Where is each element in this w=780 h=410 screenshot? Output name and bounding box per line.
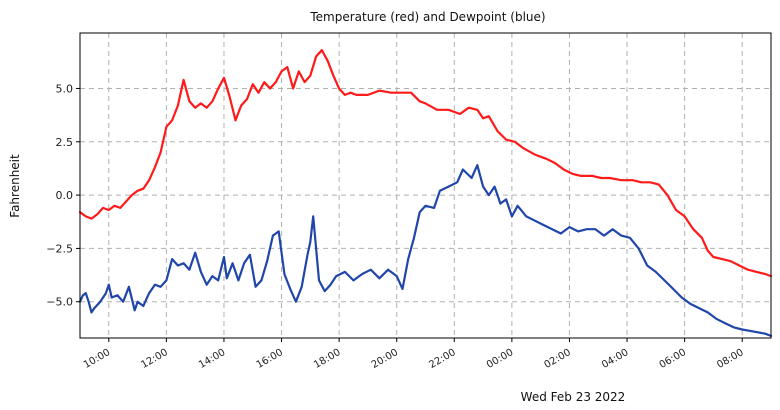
y-tick-label: −2.5 bbox=[46, 242, 73, 255]
x-tick-label: 10:00 bbox=[82, 347, 112, 371]
temperature-line bbox=[78, 49, 773, 278]
x-tick-label: 08:00 bbox=[715, 347, 745, 371]
x-tick-label: 02:00 bbox=[542, 347, 572, 371]
x-axis-ticks: 10:00 12:00 14:00 16:00 18:00 20:00 22:00 00:00… bbox=[82, 338, 746, 371]
y-tick-label: −5.0 bbox=[46, 296, 73, 309]
y-axis-ticks: 5.0 2.5 0.0 −2.5 −5.0 bbox=[46, 82, 80, 309]
plot-frame bbox=[79, 32, 772, 339]
x-tick-label: 12:00 bbox=[139, 347, 169, 371]
series-layer bbox=[78, 49, 773, 337]
x-tick-label: 04:00 bbox=[600, 347, 630, 371]
x-axis-label: Wed Feb 23 2022 bbox=[521, 390, 626, 404]
chart-title: Temperature (red) and Dewpoint (blue) bbox=[309, 10, 545, 24]
x-tick-label: 00:00 bbox=[485, 347, 515, 371]
y-tick-label: 0.0 bbox=[56, 189, 74, 202]
grid-layer bbox=[80, 33, 771, 338]
x-tick-label: 16:00 bbox=[255, 347, 285, 371]
y-axis-label: Fahrenheit bbox=[8, 154, 22, 218]
x-tick-label: 20:00 bbox=[370, 347, 400, 371]
x-tick-label: 22:00 bbox=[427, 347, 457, 371]
y-tick-label: 5.0 bbox=[56, 82, 74, 95]
x-tick-label: 14:00 bbox=[197, 347, 227, 371]
y-tick-label: 2.5 bbox=[56, 136, 74, 149]
x-tick-label: 06:00 bbox=[658, 347, 688, 371]
dewpoint-line bbox=[78, 164, 773, 337]
x-tick-label: 18:00 bbox=[312, 347, 342, 371]
